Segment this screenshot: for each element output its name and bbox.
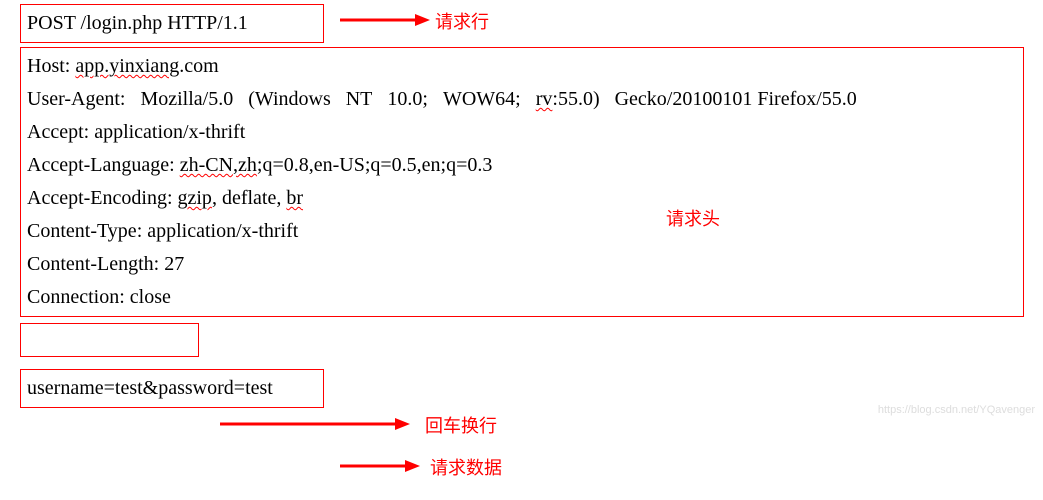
- label-blank-line: 回车换行: [425, 412, 497, 438]
- header-accept-encoding: Accept-Encoding: gzip, deflate, br: [27, 182, 1017, 215]
- blank-line-box: [20, 323, 199, 357]
- label-body: 请求数据: [430, 454, 502, 480]
- header-connection: Connection: close: [27, 281, 1017, 314]
- header-content-type: Content-Type: application/x-thrift: [27, 215, 1017, 248]
- header-accept: Accept: application/x-thrift: [27, 116, 1017, 149]
- header-user-agent: User-Agent: Mozilla/5.0 (Windows NT 10.0…: [27, 83, 1017, 116]
- arrow-body: [340, 456, 420, 476]
- label-request-line: 请求行: [435, 8, 489, 34]
- watermark: https://blog.csdn.net/YQavenger: [878, 404, 1035, 416]
- headers-box: Host: app.yinxiang.com User-Agent: Mozil…: [20, 47, 1024, 317]
- arrow-blank-line: [220, 414, 410, 434]
- request-line-box: POST /login.php HTTP/1.1: [20, 4, 324, 43]
- request-body-box: username=test&password=test: [20, 369, 324, 408]
- request-line-text: POST /login.php HTTP/1.1: [27, 12, 248, 34]
- arrow-request-line: [340, 10, 430, 30]
- header-content-length: Content-Length: 27: [27, 248, 1017, 281]
- label-headers: 请求头: [666, 205, 720, 231]
- header-host: Host: app.yinxiang.com: [27, 50, 1017, 83]
- request-body-text: username=test&password=test: [27, 377, 273, 399]
- header-accept-language: Accept-Language: zh-CN,zh;q=0.8,en-US;q=…: [27, 149, 1017, 182]
